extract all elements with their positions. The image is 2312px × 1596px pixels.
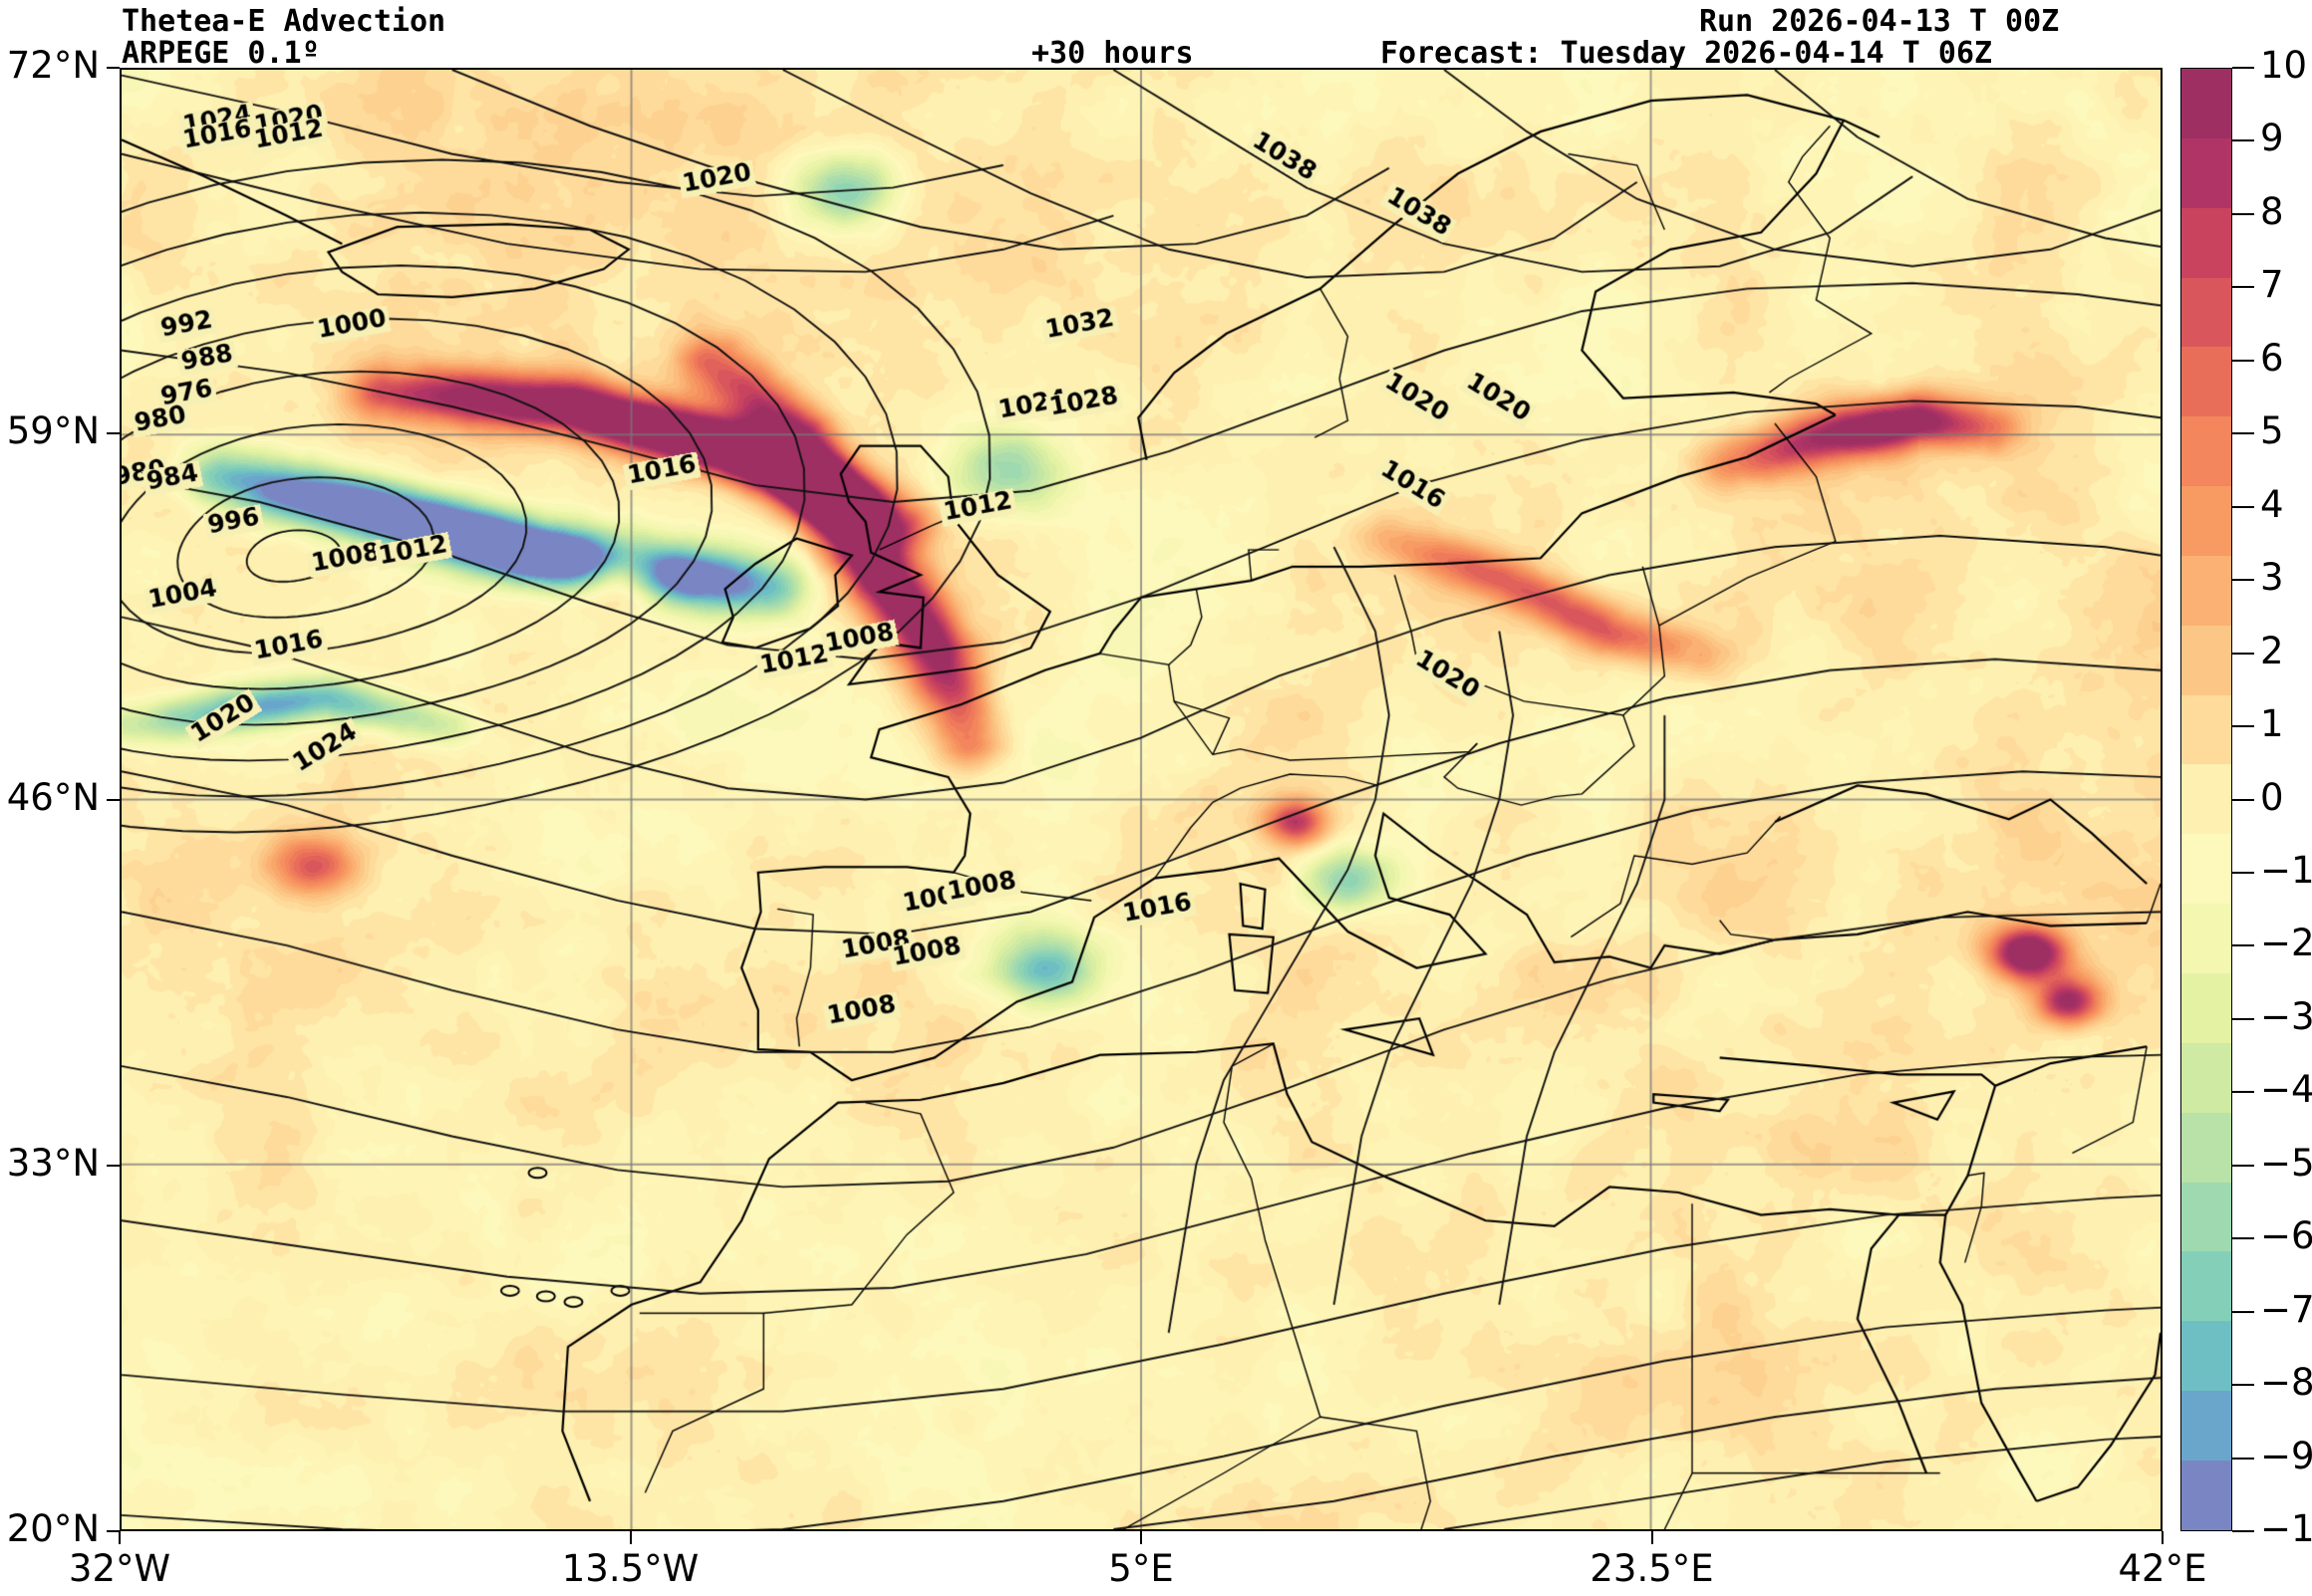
colorbar-tick bbox=[2232, 579, 2254, 582]
y-axis-label: 59°N bbox=[6, 409, 100, 453]
colorbar-tick-label: −10 bbox=[2260, 1507, 2312, 1550]
colorbar-tick bbox=[2232, 1384, 2254, 1387]
colorbar-tick-label: −6 bbox=[2260, 1214, 2312, 1258]
colorbar-tick bbox=[2232, 432, 2254, 435]
colorbar-tick bbox=[2232, 139, 2254, 142]
page-title: Thetea-E Advection bbox=[122, 4, 446, 39]
x-axis-tick bbox=[1140, 1531, 1142, 1544]
colorbar-tick-label: 2 bbox=[2260, 629, 2284, 672]
colorbar-tick bbox=[2232, 1310, 2254, 1313]
colorbar-segment bbox=[2181, 486, 2231, 556]
model-label: ARPEGE 0.1º bbox=[122, 36, 320, 71]
run-label: Run 2026-04-13 T 00Z bbox=[1699, 4, 2060, 39]
y-axis-label: 46°N bbox=[6, 775, 100, 819]
x-axis-label: 23.5°E bbox=[1590, 1547, 1714, 1590]
colorbar-tick-label: 7 bbox=[2260, 263, 2284, 307]
colorbar-segment bbox=[2181, 69, 2231, 138]
colorbar-tick bbox=[2232, 67, 2254, 69]
colorbar-tick bbox=[2232, 212, 2254, 215]
colorbar-tick-label: −5 bbox=[2260, 1141, 2312, 1185]
x-axis-label: 42°E bbox=[2118, 1547, 2207, 1590]
x-axis-tick bbox=[629, 1531, 632, 1544]
colorbar-tick bbox=[2232, 944, 2254, 947]
y-axis-tick bbox=[107, 432, 120, 435]
colorbar-tick-label: 0 bbox=[2260, 775, 2284, 819]
colorbar-tick-label: −4 bbox=[2260, 1068, 2312, 1112]
colorbar-tick bbox=[2232, 1017, 2254, 1020]
colorbar-tick-label: 6 bbox=[2260, 336, 2284, 380]
advection-heatmap-canvas bbox=[122, 70, 2161, 1529]
colorbar-tick bbox=[2232, 505, 2254, 508]
colorbar-tick bbox=[2232, 1457, 2254, 1460]
colorbar-tick-label: −9 bbox=[2260, 1434, 2312, 1477]
y-axis-tick bbox=[107, 67, 120, 69]
colorbar-segment bbox=[2181, 1391, 2231, 1461]
colorbar-segment bbox=[2181, 1251, 2231, 1322]
y-axis-tick bbox=[107, 798, 120, 801]
colorbar-segment bbox=[2181, 137, 2231, 208]
x-axis-label: 32°W bbox=[68, 1547, 171, 1590]
colorbar-tick bbox=[2232, 798, 2254, 801]
colorbar-tick-label: 4 bbox=[2260, 482, 2284, 526]
colorbar-segment bbox=[2181, 1042, 2231, 1113]
colorbar-tick-label: 3 bbox=[2260, 556, 2284, 600]
x-axis-tick bbox=[119, 1531, 121, 1544]
colorbar-segment bbox=[2181, 347, 2231, 417]
colorbar-segment bbox=[2181, 1460, 2231, 1530]
y-axis-tick bbox=[107, 1164, 120, 1167]
x-axis-tick bbox=[1650, 1531, 1653, 1544]
colorbar-segment bbox=[2181, 277, 2231, 348]
colorbar-tick bbox=[2232, 1530, 2254, 1532]
colorbar-segment bbox=[2181, 764, 2231, 835]
colorbar-tick-label: −1 bbox=[2260, 848, 2312, 892]
colorbar-segment bbox=[2181, 555, 2231, 626]
colorbar-segment bbox=[2181, 834, 2231, 905]
colorbar bbox=[2180, 68, 2232, 1531]
y-axis-label: 72°N bbox=[6, 44, 100, 87]
lead-time-label: +30 hours bbox=[1031, 36, 1194, 71]
colorbar-segment bbox=[2181, 904, 2231, 973]
colorbar-segment bbox=[2181, 972, 2231, 1043]
colorbar-segment bbox=[2181, 1182, 2231, 1252]
colorbar-tick-label: −2 bbox=[2260, 922, 2312, 965]
y-axis-tick bbox=[107, 1530, 120, 1532]
colorbar-tick-label: 10 bbox=[2260, 44, 2308, 87]
colorbar-tick bbox=[2232, 1091, 2254, 1094]
colorbar-tick-label: 1 bbox=[2260, 702, 2284, 746]
map-plot-area bbox=[120, 68, 2163, 1531]
colorbar-tick bbox=[2232, 286, 2254, 289]
colorbar-segment bbox=[2181, 625, 2231, 695]
colorbar-segment bbox=[2181, 207, 2231, 278]
colorbar-tick bbox=[2232, 1237, 2254, 1240]
colorbar-tick-label: −8 bbox=[2260, 1361, 2312, 1405]
colorbar-tick-label: 9 bbox=[2260, 117, 2284, 160]
colorbar-tick-label: 5 bbox=[2260, 409, 2284, 453]
colorbar-segment bbox=[2181, 694, 2231, 765]
colorbar-tick-label: −3 bbox=[2260, 994, 2312, 1038]
colorbar-tick-label: −7 bbox=[2260, 1287, 2312, 1331]
colorbar-segment bbox=[2181, 1321, 2231, 1392]
colorbar-tick bbox=[2232, 652, 2254, 655]
x-axis-label: 13.5°W bbox=[561, 1547, 700, 1590]
colorbar-tick bbox=[2232, 871, 2254, 874]
colorbar-tick bbox=[2232, 725, 2254, 728]
colorbar-tick-label: 8 bbox=[2260, 189, 2284, 233]
y-axis-label: 33°N bbox=[6, 1141, 100, 1185]
colorbar-tick bbox=[2232, 1164, 2254, 1167]
colorbar-segment bbox=[2181, 416, 2231, 487]
y-axis-label: 20°N bbox=[6, 1507, 100, 1550]
x-axis-tick bbox=[2162, 1531, 2164, 1544]
colorbar-segment bbox=[2181, 1112, 2231, 1183]
x-axis-label: 5°E bbox=[1108, 1547, 1174, 1590]
colorbar-tick bbox=[2232, 359, 2254, 362]
forecast-label: Forecast: Tuesday 2026-04-14 T 06Z bbox=[1380, 36, 1993, 71]
